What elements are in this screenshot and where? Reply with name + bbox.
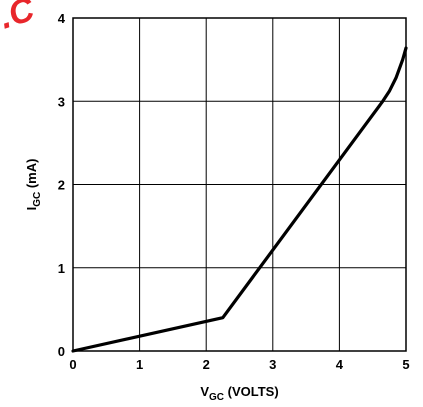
y-tick-label: 3	[58, 94, 65, 109]
y-axis-label-suffix: (mA)	[24, 159, 39, 192]
series-line-igc-vs-vgc	[71, 46, 408, 353]
x-tick-label: 4	[336, 357, 344, 372]
y-tick-label: 0	[58, 344, 65, 359]
x-tick-label: 5	[402, 357, 409, 372]
x-axis-label-suffix: (VOLTS)	[224, 384, 279, 399]
x-tick-label: 3	[269, 357, 276, 372]
x-axis-label-main: V	[200, 384, 209, 399]
watermark-text: .C	[0, 0, 39, 37]
x-axis-tick-labels: 0 1 2 3 4 5	[69, 357, 409, 372]
x-axis-label: VGC (VOLTS)	[200, 384, 278, 403]
x-tick-label: 1	[136, 357, 143, 372]
y-tick-label: 1	[58, 261, 65, 276]
x-axis-label-subscript: GC	[209, 392, 224, 403]
y-tick-label: 2	[58, 178, 65, 193]
y-axis-tick-labels: 0 1 2 3 4	[58, 11, 66, 359]
y-axis-label-subscript: GC	[32, 192, 43, 207]
y-axis-label: IGC (mA)	[24, 159, 43, 211]
y-tick-label: 4	[58, 11, 66, 26]
grid-lines	[73, 18, 406, 351]
y-axis-label-main: I	[24, 207, 39, 211]
x-tick-label: 0	[69, 357, 76, 372]
x-tick-label: 2	[203, 357, 210, 372]
plot-area-frame	[72, 17, 407, 352]
